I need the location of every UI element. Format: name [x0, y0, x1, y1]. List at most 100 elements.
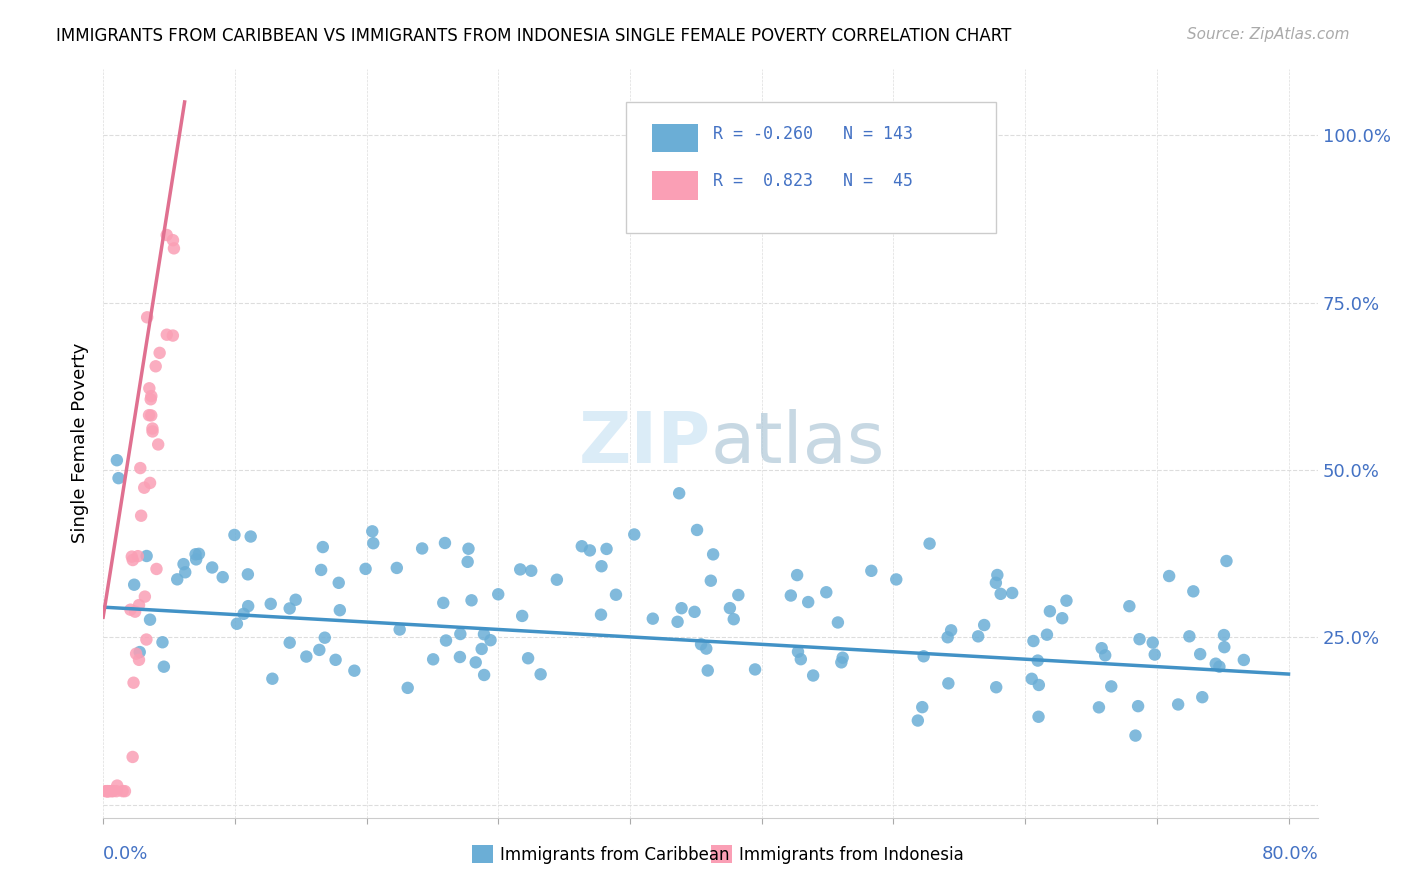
Point — [432, 596, 454, 610]
Point — [1208, 659, 1230, 673]
Point — [127, 549, 149, 564]
Point — [936, 630, 959, 644]
FancyBboxPatch shape — [710, 845, 731, 863]
Text: R =  0.823   N =  45: R = 0.823 N = 45 — [713, 172, 912, 190]
Point — [96, 784, 118, 798]
Point — [486, 587, 509, 601]
Point — [97, 784, 120, 798]
Point — [129, 461, 152, 475]
Point — [831, 650, 853, 665]
FancyBboxPatch shape — [652, 171, 699, 200]
Point — [641, 612, 664, 626]
Point — [166, 572, 188, 586]
Point — [226, 616, 249, 631]
Point — [325, 653, 347, 667]
Point — [97, 784, 120, 798]
Point — [723, 612, 745, 626]
Point — [1001, 586, 1024, 600]
Text: Immigrants from Indonesia: Immigrants from Indonesia — [738, 847, 963, 864]
Point — [236, 567, 259, 582]
Point — [128, 653, 150, 667]
Y-axis label: Single Female Poverty: Single Female Poverty — [72, 343, 89, 543]
Point — [105, 784, 128, 798]
Point — [1143, 648, 1166, 662]
Text: IMMIGRANTS FROM CARIBBEAN VS IMMIGRANTS FROM INDONESIA SINGLE FEMALE POVERTY COR: IMMIGRANTS FROM CARIBBEAN VS IMMIGRANTS … — [56, 27, 1011, 45]
Point — [546, 573, 568, 587]
Point — [973, 618, 995, 632]
Point — [671, 601, 693, 615]
Point — [211, 570, 233, 584]
FancyBboxPatch shape — [626, 103, 997, 234]
Point — [787, 645, 810, 659]
Point — [162, 328, 184, 343]
Point — [186, 552, 208, 566]
Point — [411, 541, 433, 556]
Point — [152, 635, 174, 649]
Point — [174, 566, 197, 580]
Point — [1142, 635, 1164, 649]
Text: 80.0%: 80.0% — [1261, 845, 1319, 863]
Text: R = -0.260   N = 143: R = -0.260 N = 143 — [713, 126, 912, 144]
Point — [595, 541, 617, 556]
Point — [97, 784, 120, 798]
Point — [1021, 672, 1043, 686]
Point — [141, 425, 163, 439]
Point — [911, 700, 934, 714]
Point — [589, 607, 612, 622]
FancyBboxPatch shape — [471, 845, 492, 863]
Point — [464, 656, 486, 670]
Point — [201, 560, 224, 574]
Point — [986, 568, 1008, 582]
Point — [1088, 700, 1111, 714]
Point — [433, 536, 456, 550]
Point — [457, 555, 479, 569]
Point — [1026, 654, 1049, 668]
Point — [101, 784, 124, 798]
Point — [579, 543, 602, 558]
Point — [449, 650, 471, 665]
Point — [510, 609, 533, 624]
Point — [1118, 599, 1140, 614]
Point — [295, 649, 318, 664]
Point — [238, 599, 260, 614]
Point — [107, 471, 129, 485]
Point — [94, 784, 117, 798]
Point — [779, 589, 801, 603]
Point — [121, 549, 143, 564]
Point — [815, 585, 838, 599]
Point — [138, 408, 160, 422]
Point — [135, 549, 157, 563]
Text: ZIP: ZIP — [578, 409, 710, 478]
Point — [100, 784, 122, 798]
Point — [1233, 653, 1256, 667]
Point — [232, 607, 254, 621]
Point — [1126, 699, 1149, 714]
Point — [939, 624, 962, 638]
Point — [136, 310, 159, 325]
Point — [605, 588, 627, 602]
Point — [278, 636, 301, 650]
Point — [162, 233, 184, 247]
Point — [434, 633, 457, 648]
Point — [827, 615, 849, 630]
Point — [520, 564, 543, 578]
Point — [128, 645, 150, 659]
Point — [139, 392, 162, 407]
Point — [472, 668, 495, 682]
Point — [1039, 604, 1062, 618]
Point — [145, 359, 167, 374]
Point — [472, 627, 495, 641]
Point — [666, 615, 689, 629]
Point — [396, 681, 419, 695]
Point — [860, 564, 883, 578]
Point — [361, 524, 384, 539]
Point — [128, 598, 150, 612]
Point — [312, 540, 335, 554]
Point — [1159, 569, 1181, 583]
Point — [1189, 647, 1212, 661]
Point — [449, 627, 471, 641]
Point — [744, 662, 766, 676]
Text: Source: ZipAtlas.com: Source: ZipAtlas.com — [1187, 27, 1350, 42]
Point — [571, 539, 593, 553]
Point — [125, 647, 148, 661]
